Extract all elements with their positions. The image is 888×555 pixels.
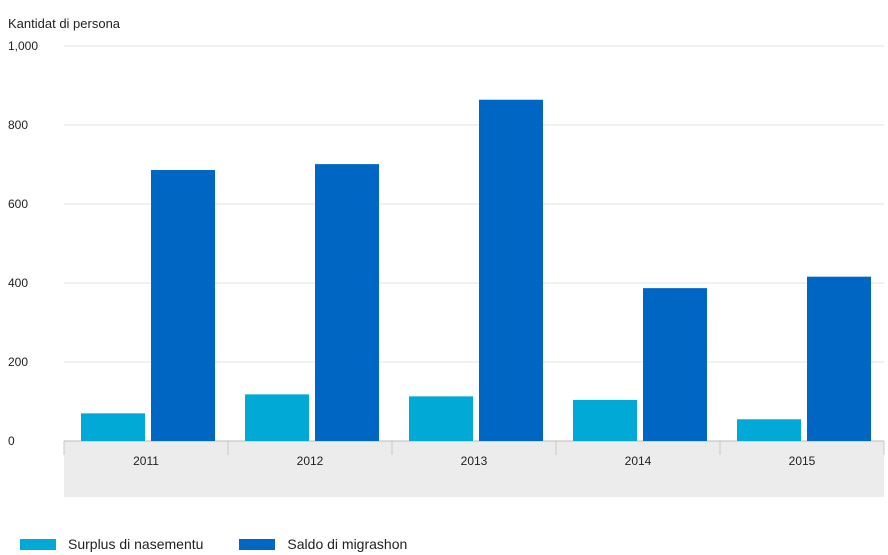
x-axis-band xyxy=(64,441,884,497)
legend-label-surplus: Surplus di nasementu xyxy=(68,536,204,552)
bar-surplus-2012 xyxy=(245,394,309,441)
legend-label-migrashon: Saldo di migrashon xyxy=(287,536,408,552)
y-tick-label: 200 xyxy=(8,355,28,369)
legend-item-migrashon: Saldo di migrashon xyxy=(239,536,407,552)
legend: Surplus di nasementu Saldo di migrashon xyxy=(20,536,443,552)
y-tick-label: 600 xyxy=(8,197,28,211)
x-tick-label: 2015 xyxy=(789,454,816,468)
bar-surplus-2011 xyxy=(81,413,145,441)
bar-chart: 0 200 400 600 800 1,000 2011 2012 2013 2014 2015 xyxy=(8,39,885,497)
y-axis-title: Kantidat di persona xyxy=(8,16,121,31)
bar-surplus-2014 xyxy=(573,399,637,441)
bar-migrashon-2014 xyxy=(643,288,707,441)
x-tick-label: 2014 xyxy=(625,454,652,468)
x-tick-label: 2011 xyxy=(133,454,159,468)
bar-migrashon-2011 xyxy=(151,170,215,441)
x-tick-label: 2012 xyxy=(297,454,324,468)
bar-migrashon-2013 xyxy=(479,99,543,441)
bar-migrashon-2015 xyxy=(807,276,871,441)
legend-swatch-migrashon xyxy=(239,538,276,550)
x-tick-label: 2013 xyxy=(461,454,488,468)
legend-swatch-surplus xyxy=(20,538,56,550)
bar-surplus-2015 xyxy=(737,419,801,441)
bar-surplus-2013 xyxy=(409,396,473,441)
y-tick-label: 400 xyxy=(8,276,28,290)
y-tick-label: 0 xyxy=(8,434,15,448)
bar-migrashon-2012 xyxy=(315,164,379,442)
y-tick-label: 800 xyxy=(8,118,28,132)
y-tick-label: 1,000 xyxy=(8,39,38,53)
legend-item-surplus: Surplus di nasementu xyxy=(20,536,203,552)
